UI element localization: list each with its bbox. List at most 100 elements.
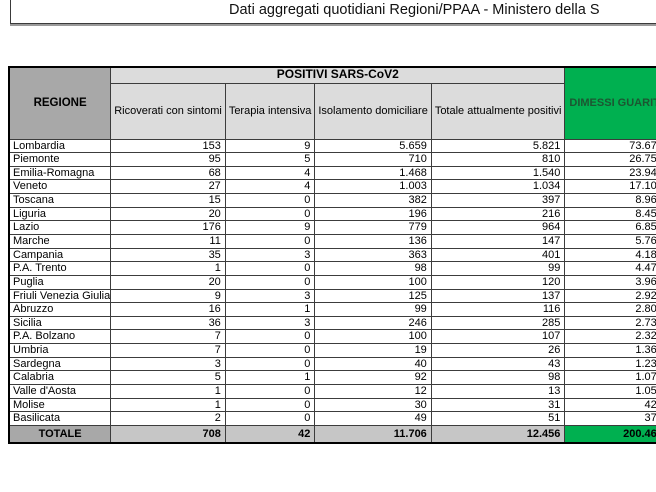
- total-attualmente-positivi-cell: 12.456: [430, 424, 566, 444]
- value-cell: 0: [224, 397, 316, 413]
- value-cell: 40: [314, 356, 432, 372]
- region-name-cell: Lazio: [8, 220, 112, 235]
- covid-region-table: REGIONE POSITIVI SARS-CoV2 DIMESSI GUARI…: [8, 66, 656, 445]
- value-cell: 13: [430, 384, 566, 399]
- value-cell: 2.737: [564, 315, 656, 331]
- total-isolamento-cell: 11.706: [314, 424, 432, 444]
- region-name-cell: Friuli Venezia Giulia: [8, 288, 112, 304]
- region-name-cell: Sardegna: [8, 356, 112, 372]
- value-cell: 116: [430, 302, 566, 317]
- value-cell: 9: [224, 138, 316, 154]
- column-header-attualmente-positivi: Totale attualmente positivi: [430, 82, 566, 140]
- value-cell: 176: [110, 220, 226, 235]
- value-cell: 7: [110, 329, 226, 345]
- region-name-cell: Lombardia: [8, 138, 112, 154]
- value-cell: 1: [224, 370, 316, 386]
- region-name-cell: Veneto: [8, 179, 112, 195]
- value-cell: 1: [224, 302, 316, 317]
- value-cell: 36: [110, 315, 226, 331]
- value-cell: 1: [110, 384, 226, 399]
- value-cell: 99: [314, 302, 432, 317]
- value-cell: 1.034: [430, 179, 566, 195]
- value-cell: 2.329: [564, 329, 656, 345]
- value-cell: 26.759: [564, 152, 656, 167]
- value-cell: 98: [430, 370, 566, 386]
- region-name-cell: P.A. Trento: [8, 261, 112, 276]
- value-cell: 12: [314, 384, 432, 399]
- region-name-cell: Campania: [8, 247, 112, 263]
- value-cell: 6.855: [564, 220, 656, 235]
- value-cell: 2: [110, 411, 226, 426]
- value-cell: 363: [314, 247, 432, 263]
- value-cell: 99: [430, 261, 566, 276]
- region-name-cell: P.A. Bolzano: [8, 329, 112, 345]
- column-header-terapia-intensiva: Terapia intensiva: [224, 82, 316, 140]
- header-row-sub: Ricoverati con sintomi Terapia intensiva…: [9, 82, 656, 140]
- value-cell: 0: [224, 356, 316, 372]
- value-cell: 246: [314, 315, 432, 331]
- value-cell: 3: [224, 315, 316, 331]
- value-cell: 5.763: [564, 233, 656, 249]
- value-cell: 8.966: [564, 193, 656, 208]
- value-cell: 73.676: [564, 138, 656, 154]
- value-cell: 100: [314, 274, 432, 290]
- column-header-dimessi-guariti: DIMESSI GUARITI: [564, 66, 656, 140]
- region-name-cell: Marche: [8, 233, 112, 249]
- region-name-cell: Abruzzo: [8, 302, 112, 317]
- value-cell: 285: [430, 315, 566, 331]
- region-name-cell: Calabria: [8, 370, 112, 386]
- value-cell: 3: [224, 288, 316, 304]
- value-cell: 137: [430, 288, 566, 304]
- total-terapia-cell: 42: [224, 424, 316, 444]
- value-cell: 153: [110, 138, 226, 154]
- value-cell: 4: [224, 165, 316, 181]
- value-cell: 120: [430, 274, 566, 290]
- value-cell: 4.475: [564, 261, 656, 276]
- total-dimessi-guariti-cell: 200.460: [564, 424, 656, 444]
- table-body: Lombardia15395.6595.82173.67616.81596.31…: [8, 138, 656, 426]
- value-cell: 0: [224, 206, 316, 222]
- value-cell: 1.368: [564, 343, 656, 358]
- value-cell: 9: [224, 220, 316, 235]
- value-cell: 11: [110, 233, 226, 249]
- value-cell: 4.180: [564, 247, 656, 263]
- value-cell: 401: [430, 247, 566, 263]
- value-cell: 92: [314, 370, 432, 386]
- value-cell: 8.453: [564, 206, 656, 222]
- value-cell: 397: [430, 193, 566, 208]
- value-cell: 0: [224, 343, 316, 358]
- value-cell: 19: [314, 343, 432, 358]
- value-cell: 196: [314, 206, 432, 222]
- value-cell: 100: [314, 329, 432, 345]
- value-cell: 1.050: [564, 384, 656, 399]
- value-cell: 1.237: [564, 356, 656, 372]
- value-cell: 0: [224, 193, 316, 208]
- region-name-cell: Umbria: [8, 343, 112, 358]
- value-cell: 95: [110, 152, 226, 167]
- value-cell: 421: [564, 397, 656, 413]
- value-cell: 26: [430, 343, 566, 358]
- value-cell: 2.801: [564, 302, 656, 317]
- value-cell: 0: [224, 329, 316, 345]
- table-row: Basilicata20495137428453: [8, 411, 656, 426]
- value-cell: 98: [314, 261, 432, 276]
- region-name-cell: Valle d'Aosta: [8, 384, 112, 399]
- header-row-group: REGIONE POSITIVI SARS-CoV2 DIMESSI GUARI…: [8, 66, 656, 140]
- group-header-positivi: POSITIVI SARS-CoV2: [110, 66, 566, 84]
- value-cell: 15: [110, 193, 226, 208]
- total-row: TOTALE 708 42 11.706 12.456 200.460 35.1…: [8, 424, 656, 444]
- value-cell: 0: [224, 274, 316, 290]
- value-cell: 710: [314, 152, 432, 167]
- value-cell: 5: [110, 370, 226, 386]
- value-cell: 107: [430, 329, 566, 345]
- region-name-cell: Piemonte: [8, 152, 112, 167]
